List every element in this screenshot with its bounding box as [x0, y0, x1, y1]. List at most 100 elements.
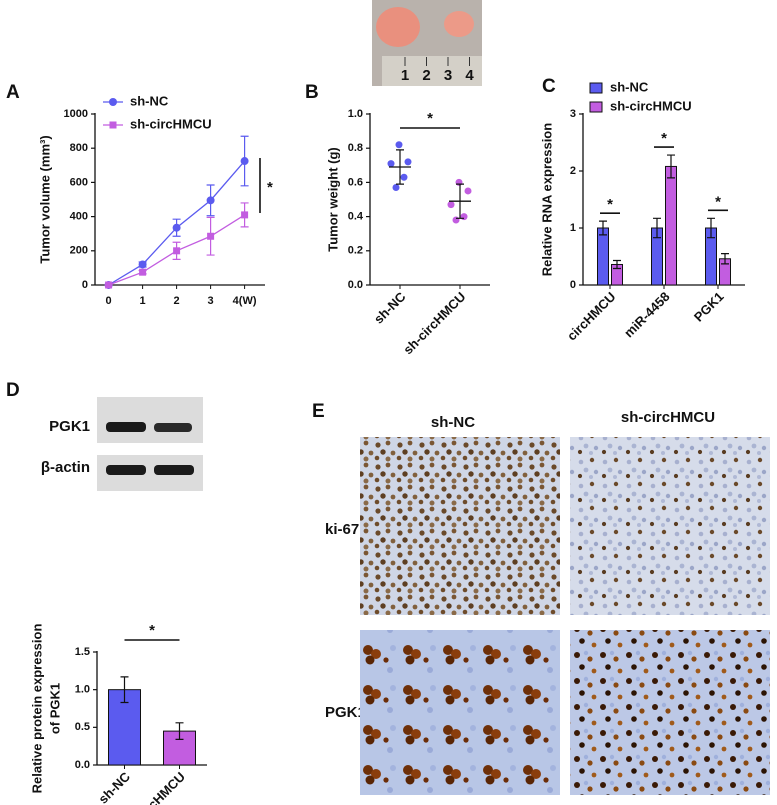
y-tick-label: 2: [570, 165, 576, 177]
y-axis-label: Tumor volume (mm³): [37, 135, 52, 263]
point: [455, 178, 463, 186]
y-tick-label: 1.5: [75, 646, 90, 658]
annotation: *: [607, 196, 613, 213]
tumor: [444, 11, 474, 37]
panel-label: B: [305, 82, 319, 103]
y-tick-label: 0.4: [348, 211, 364, 223]
point: [460, 213, 468, 221]
blot-label: PGK1: [49, 418, 90, 435]
legend-label: sh-circHMCU: [610, 98, 692, 113]
y-tick-label: 0.2: [348, 245, 363, 257]
point: [387, 160, 395, 168]
marker: [240, 157, 249, 166]
ruler-label: 1: [401, 67, 409, 84]
y-tick-label: 3: [570, 108, 576, 120]
annotation: *: [427, 110, 433, 127]
y-tick-label: 0.8: [348, 142, 363, 154]
bar: [597, 227, 609, 286]
x-tick-label: 1: [140, 295, 146, 307]
ruler: [382, 56, 482, 86]
blot-panel: [97, 397, 203, 443]
x-tick-label: 0: [106, 295, 112, 307]
marker: [172, 223, 181, 232]
x-tick-label: 2: [174, 295, 180, 307]
x-tick-label: sh-circHMCU: [120, 769, 188, 805]
annotation: *: [267, 179, 273, 196]
y-tick-label: 0.5: [75, 721, 90, 733]
error-bar: [456, 183, 464, 219]
legend-label: sh-NC: [130, 93, 169, 108]
annotation: *: [149, 622, 155, 639]
blot-band: [106, 465, 146, 475]
annotation: *: [661, 130, 667, 147]
legend-label: sh-NC: [610, 79, 649, 94]
y-tick-label: 0: [570, 279, 576, 291]
row-label: ki-67: [325, 521, 359, 538]
ruler-label: 3: [444, 67, 452, 84]
annotation: *: [715, 193, 721, 210]
ihc-image: [570, 630, 770, 795]
legend-swatch: [589, 82, 603, 94]
marker: [207, 232, 215, 240]
y-tick-label: 0: [82, 279, 88, 291]
legend-marker: [109, 121, 117, 129]
y-axis-label: Relative protein expression: [29, 624, 44, 794]
point: [464, 187, 472, 195]
legend-swatch: [589, 101, 603, 113]
marker: [105, 281, 113, 289]
panel-label: E: [312, 401, 325, 422]
y-axis-label: Relative RNA expression: [539, 123, 554, 276]
y-axis-label: of PGK1: [47, 683, 62, 734]
point: [452, 216, 460, 224]
x-tick-label: 4(W): [233, 295, 257, 307]
point: [400, 173, 408, 181]
marker: [139, 268, 147, 276]
panel-label: C: [542, 76, 556, 97]
y-tick-label: 400: [70, 211, 88, 223]
column-label: sh-NC: [431, 414, 475, 431]
y-tick-label: 1.0: [348, 108, 363, 120]
ihc-image: [360, 630, 560, 795]
point: [392, 184, 400, 192]
error-bar: [613, 259, 621, 270]
marker: [173, 247, 181, 255]
marker: [241, 211, 249, 219]
y-tick-label: 1000: [64, 108, 88, 120]
x-tick-label: PGK1: [691, 289, 727, 325]
x-tick-label: sh-circHMCU: [400, 289, 468, 357]
y-tick-label: 600: [70, 176, 88, 188]
error-bar: [667, 154, 675, 179]
tumor-photo: [372, 0, 482, 86]
y-tick-label: 1.0: [75, 684, 90, 696]
bar: [665, 165, 677, 286]
blot-band: [154, 465, 194, 475]
ruler-label: 4: [465, 67, 474, 84]
x-tick-label: sh-NC: [371, 289, 409, 327]
panel-label: A: [6, 82, 20, 103]
blot-band: [106, 422, 146, 432]
error-bar: [396, 149, 404, 185]
y-tick-label: 1: [570, 222, 576, 234]
ihc-panel: E sh-NC sh-circHMCU ki-67 PGK1: [312, 401, 770, 795]
blot-band: [154, 423, 192, 432]
marker: [138, 260, 147, 269]
blot-label: β-actin: [41, 459, 90, 476]
x-tick-label: 3: [208, 295, 214, 307]
ihc-image: [360, 437, 560, 615]
error-bar: [120, 676, 129, 704]
column-label: sh-circHMCU: [621, 409, 715, 426]
y-tick-label: 0.0: [75, 759, 90, 771]
tumor: [376, 7, 420, 47]
ihc-image: [570, 437, 770, 615]
error-bar: [707, 217, 715, 239]
row-label: PGK1: [325, 704, 366, 721]
point: [395, 141, 403, 149]
x-tick-label: circHMCU: [564, 289, 619, 344]
error-bar: [653, 217, 661, 239]
point: [447, 201, 455, 209]
y-tick-label: 0.0: [348, 279, 363, 291]
panel-label: D: [6, 380, 20, 401]
x-tick-label: miR-4458: [621, 289, 672, 340]
legend-marker: [109, 98, 117, 106]
